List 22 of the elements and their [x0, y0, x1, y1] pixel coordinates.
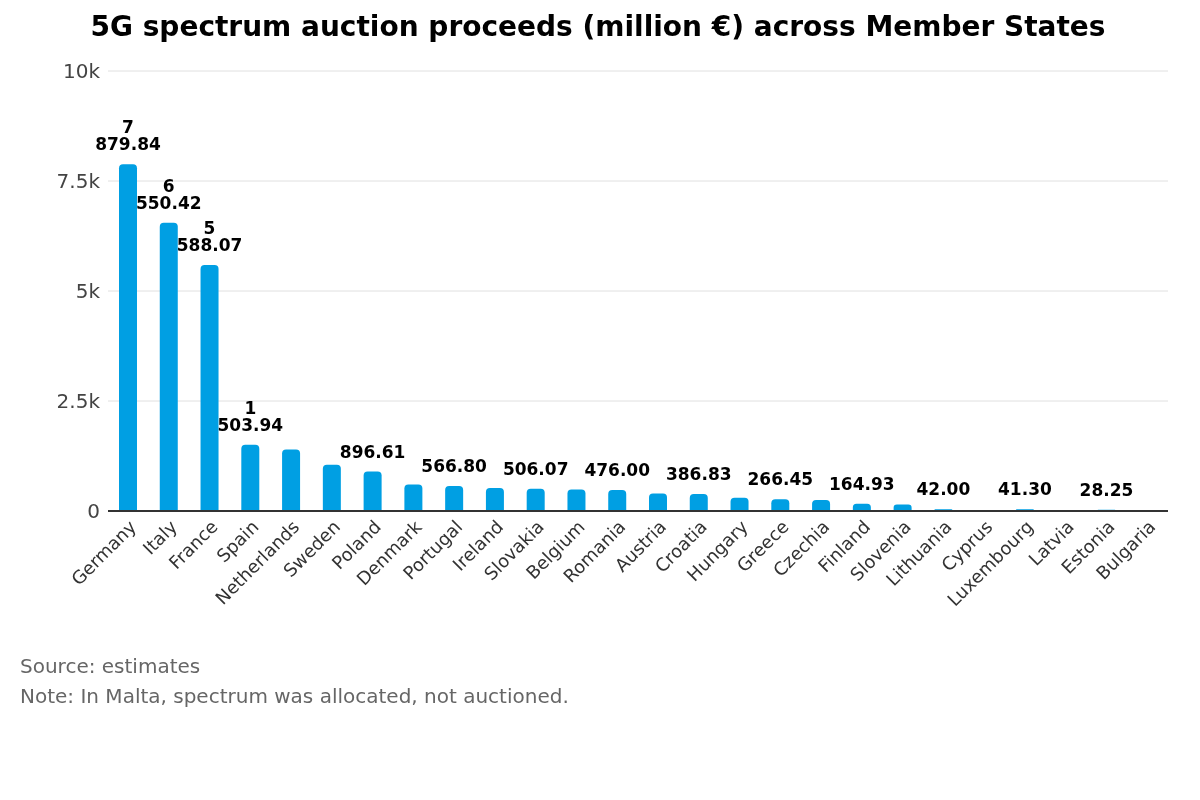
data-label: 386.83 — [665, 463, 732, 484]
source-note: Source: estimates — [20, 653, 202, 680]
data-label: 164.93 — [829, 473, 895, 494]
data-label: 41.30 — [998, 479, 1052, 500]
y-tick-label: 7.5k — [56, 169, 101, 194]
data-label: 896.61 — [339, 441, 406, 462]
text: Note: In Malta, spectrum was allocated, not auctioned. — [20, 683, 570, 710]
y-tick-label: 5k — [75, 279, 101, 304]
y-tick-label: 2.5k — [56, 389, 101, 414]
data-label: 566.80 — [421, 456, 488, 477]
data-label: 1 503.94 — [217, 397, 284, 435]
data-label: 6 550.42 — [135, 175, 202, 213]
data-label: 266.45 — [747, 469, 814, 490]
data-label: 506.07 — [502, 458, 569, 479]
chart-title: 5G spectrum auction proceeds (million €) across Member States — [89, 10, 1107, 43]
data-label: 7 879.84 — [95, 117, 161, 155]
y-tick-label: 0 — [87, 499, 100, 524]
data-label: 28.25 — [1079, 479, 1134, 500]
data-label: 5 588.07 — [176, 218, 243, 256]
y-tick-label: 10k — [62, 59, 101, 84]
data-label: 42.00 — [916, 479, 971, 500]
data-label: 476.00 — [584, 460, 651, 481]
